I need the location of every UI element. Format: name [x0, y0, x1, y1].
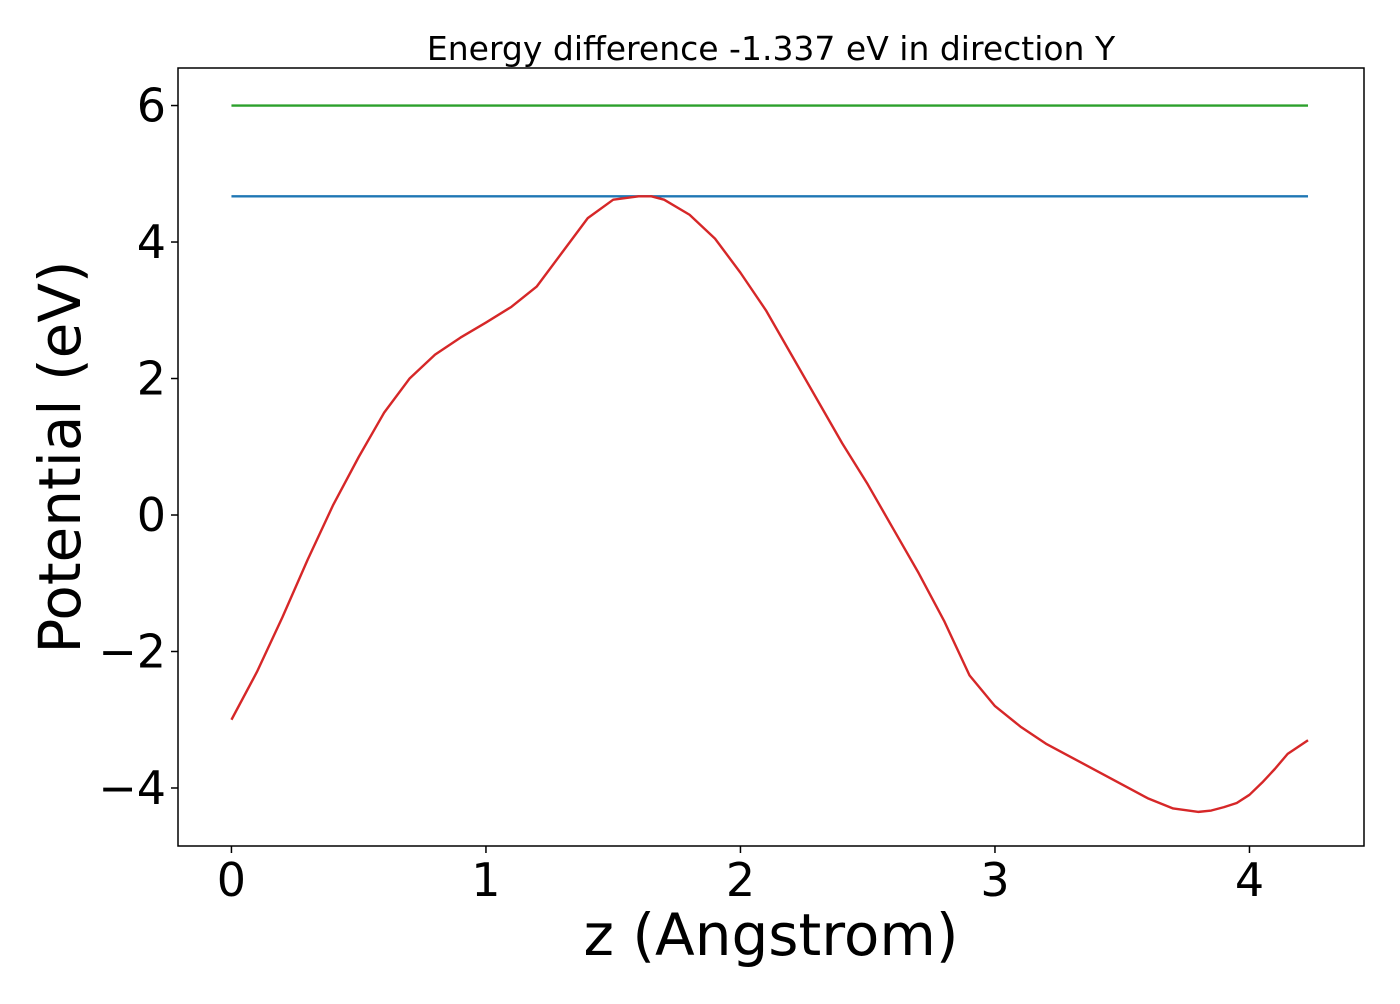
chart-title: Energy difference -1.337 eV in direction… [427, 29, 1116, 68]
x-ticks: 0 1 2 3 4 [217, 846, 1264, 907]
y-tick-label: 6 [137, 79, 166, 133]
y-ticks: −4 −2 0 2 4 6 [98, 79, 178, 815]
series-layer [230, 104, 1309, 814]
x-tick-label: 3 [980, 853, 1009, 907]
x-tick-label: 4 [1235, 853, 1264, 907]
y-tick-label: −2 [98, 625, 166, 679]
y-tick-label: 2 [137, 352, 166, 406]
y-tick-label: 4 [137, 215, 166, 269]
plot-frame [177, 67, 1365, 847]
x-tick-label: 0 [217, 853, 246, 907]
y-axis-title: Potential (eV) [26, 260, 94, 653]
x-tick-label: 1 [471, 853, 500, 907]
x-tick-label: 2 [726, 853, 755, 907]
series-line-2 [230, 195, 1309, 814]
x-axis-title: z (Angstrom) [584, 901, 959, 969]
y-tick-label: −4 [98, 761, 166, 815]
y-tick-label: 0 [137, 488, 166, 542]
